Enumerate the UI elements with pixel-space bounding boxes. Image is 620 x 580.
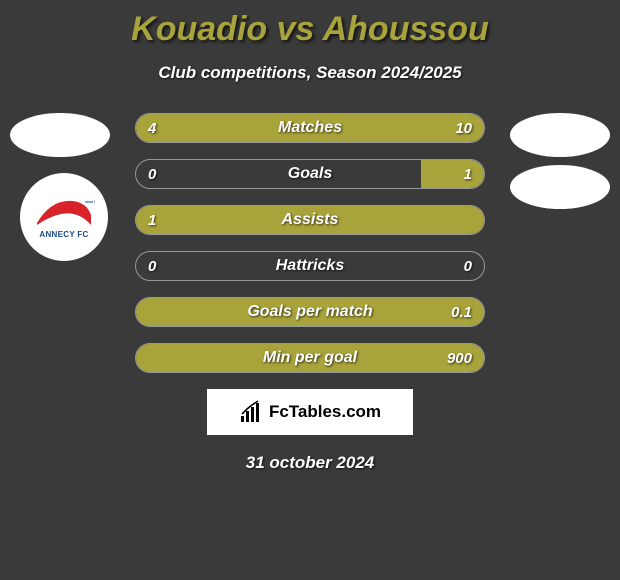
brand-text: FcTables.com: [269, 402, 381, 422]
annecy-logo-icon: since 1927: [33, 195, 95, 229]
player-right-avatar-2: [510, 165, 610, 209]
stat-row: 410Matches: [135, 113, 485, 143]
stat-row: 0.1Goals per match: [135, 297, 485, 327]
brand-badge: FcTables.com: [207, 389, 413, 435]
player-right-avatar-1: [510, 113, 610, 157]
team-left-logo: since 1927 ANNECY FC: [20, 173, 108, 261]
stat-row: 00Hattricks: [135, 251, 485, 281]
page-subtitle: Club competitions, Season 2024/2025: [0, 63, 620, 83]
comparison-chart: since 1927 ANNECY FC 410Matches 01Goals 1A…: [0, 113, 620, 373]
page-title: Kouadio vs Ahoussou: [0, 0, 620, 49]
stat-row: 900Min per goal: [135, 343, 485, 373]
date-label: 31 october 2024: [0, 453, 620, 473]
svg-text:since 1927: since 1927: [85, 200, 95, 204]
stat-label: Assists: [136, 206, 484, 234]
player-left-avatar: [10, 113, 110, 157]
stat-label: Goals: [136, 160, 484, 188]
team-left-logo-text: ANNECY FC: [39, 230, 88, 239]
stat-label: Matches: [136, 114, 484, 142]
stat-label: Goals per match: [136, 298, 484, 326]
stat-bars: 410Matches 01Goals 1Assists 00Hattricks 0.1G…: [135, 113, 485, 373]
stat-label: Min per goal: [136, 344, 484, 372]
stat-label: Hattricks: [136, 252, 484, 280]
fctables-logo-icon: [239, 400, 263, 424]
stat-row: 1Assists: [135, 205, 485, 235]
stat-row: 01Goals: [135, 159, 485, 189]
